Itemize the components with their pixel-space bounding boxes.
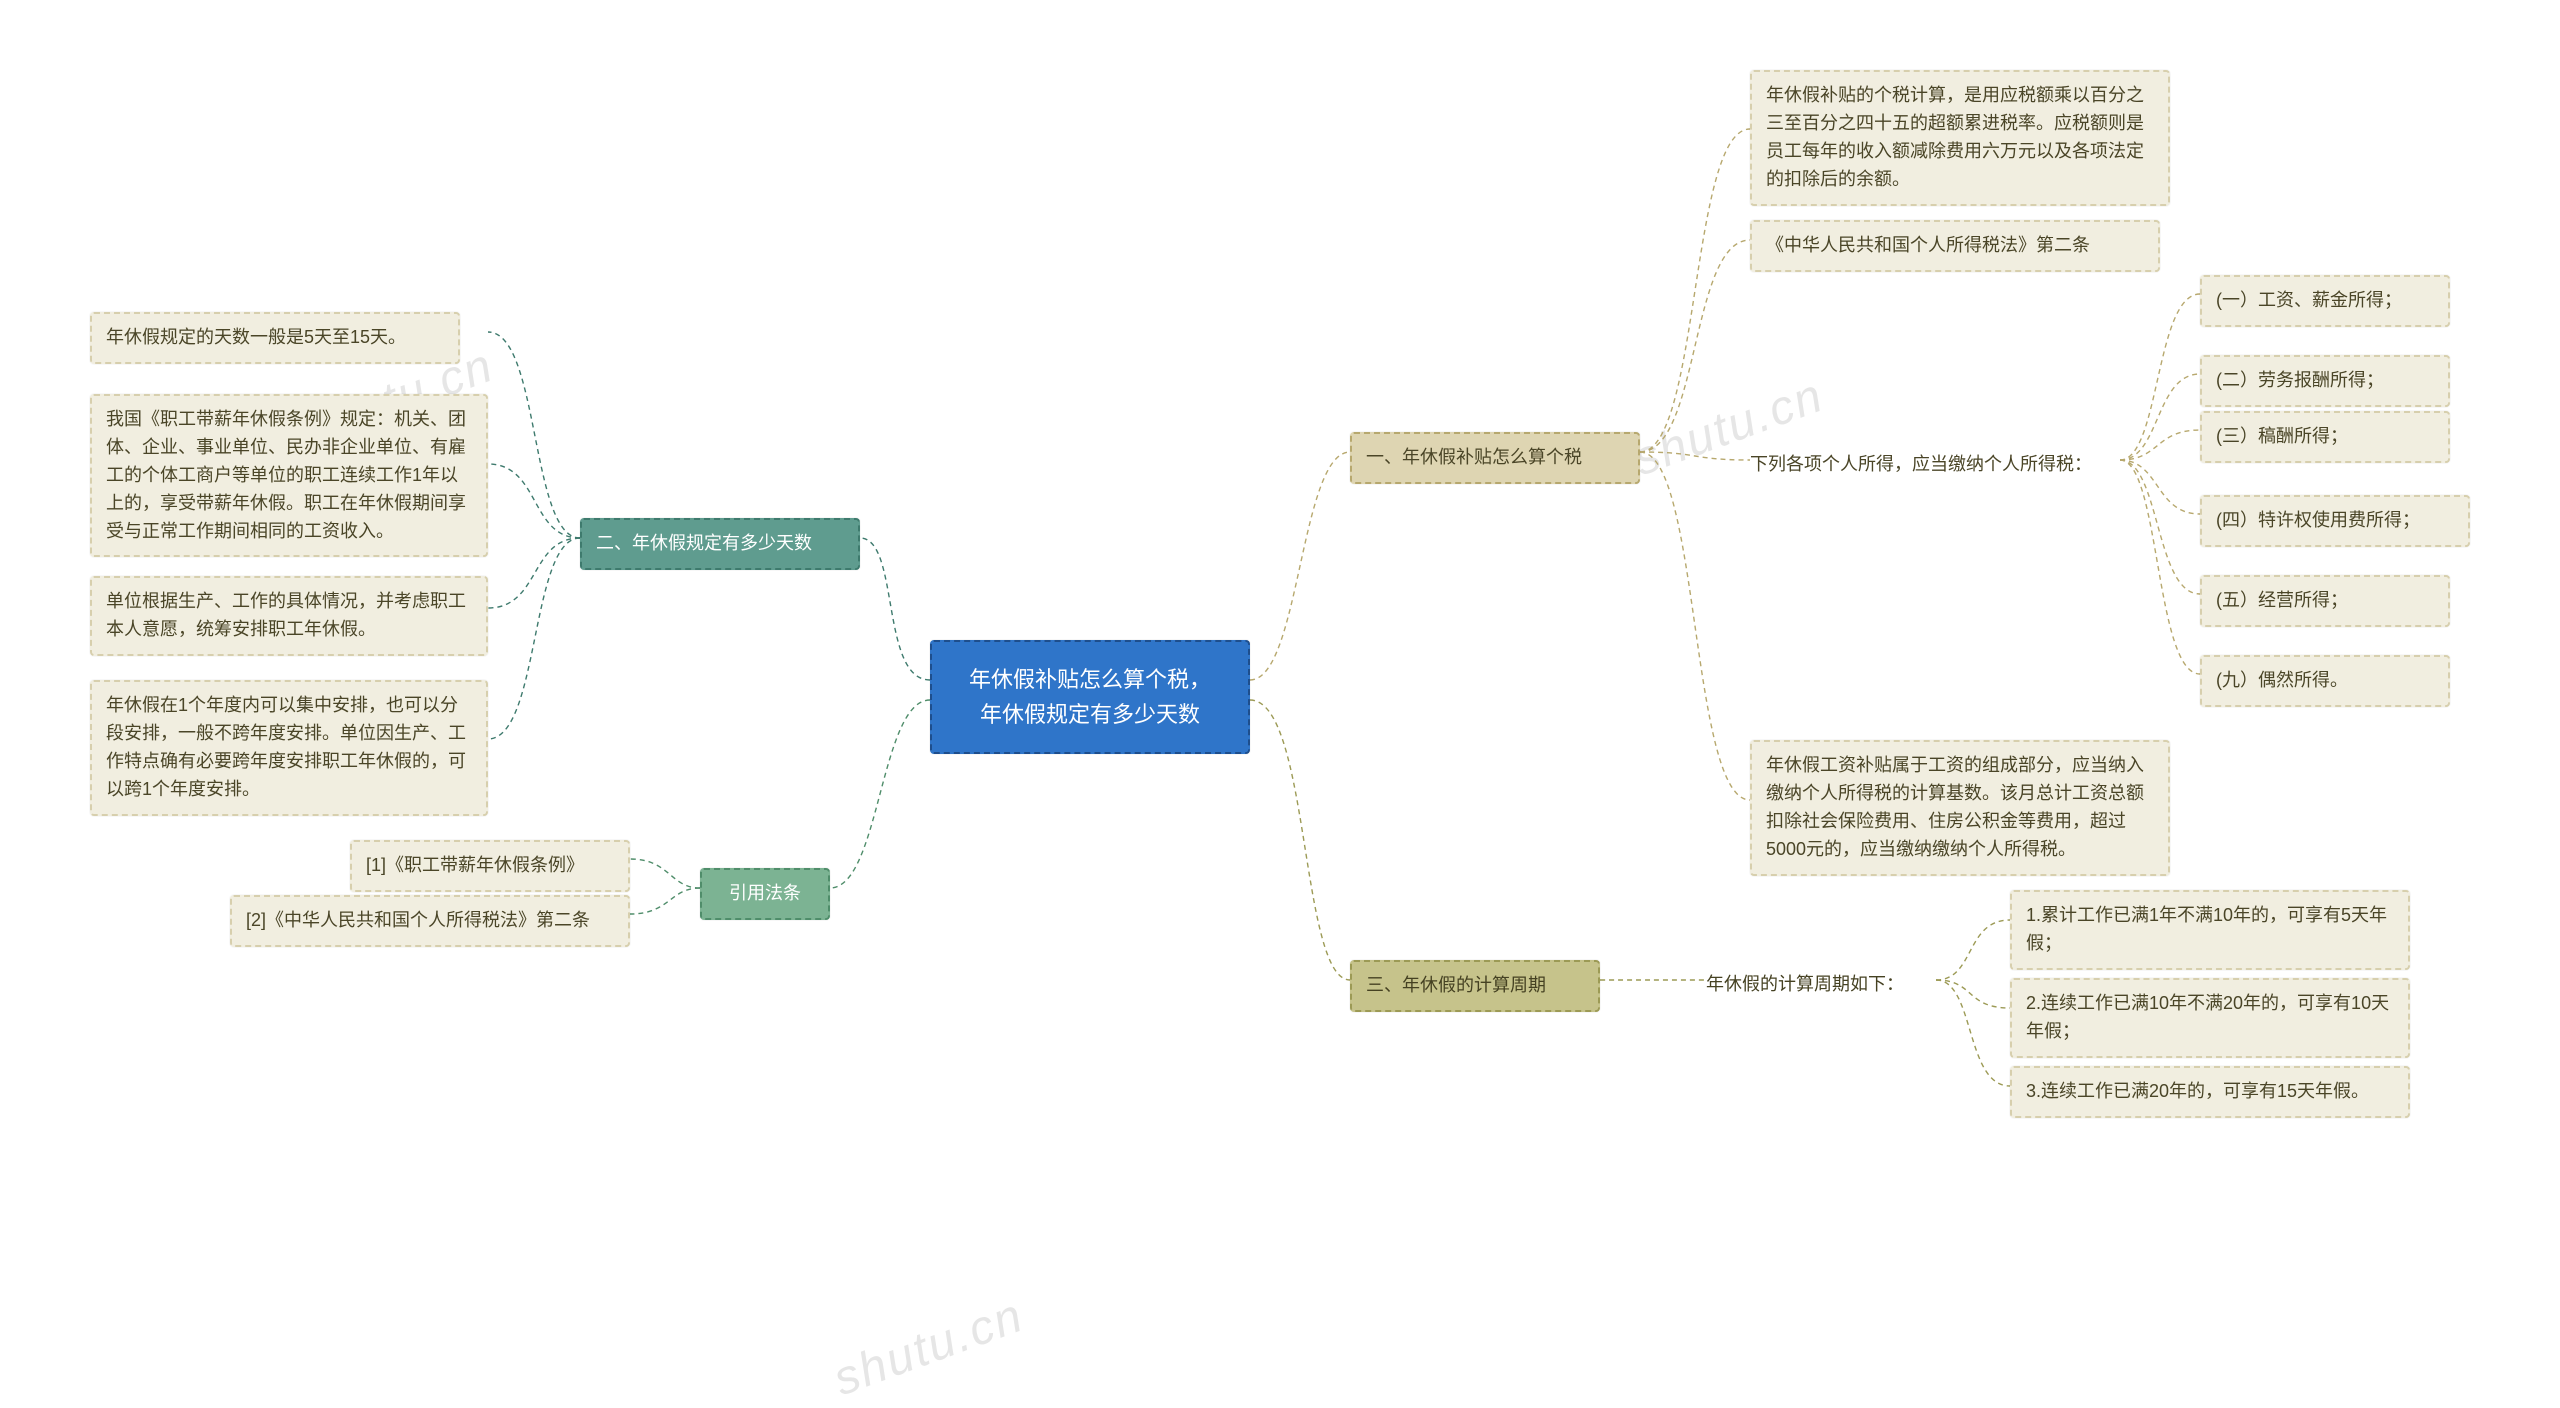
b1-child-0: 年休假补贴的个税计算，是用应税额乘以百分之三至百分之四十五的超额累进税率。应税额… bbox=[1750, 70, 2170, 206]
b2-child-0: 年休假规定的天数一般是5天至15天。 bbox=[90, 312, 460, 364]
b2-child-1: 我国《职工带薪年休假条例》规定：机关、团体、企业、事业单位、民办非企业单位、有雇… bbox=[90, 394, 488, 557]
branch-1-label: 一、年休假补贴怎么算个税 bbox=[1366, 447, 1582, 467]
center-text: 年休假补贴怎么算个税， 年休假规定有多少天数 bbox=[969, 667, 1211, 727]
b1-sub-5: (九）偶然所得。 bbox=[2200, 655, 2450, 707]
leaf-text: (二）劳务报酬所得； bbox=[2216, 370, 2384, 390]
leaf-text: [2]《中华人民共和国个人所得税法》第二条 bbox=[246, 910, 590, 930]
leaf-text: 《中华人民共和国个人所得税法》第二条 bbox=[1766, 235, 2090, 255]
branch-3: 三、年休假的计算周期 bbox=[1350, 960, 1600, 1012]
leaf-text: 单位根据生产、工作的具体情况，并考虑职工本人意愿，统筹安排职工年休假。 bbox=[106, 591, 466, 639]
b1-sub-3: (四）特许权使用费所得； bbox=[2200, 495, 2470, 547]
leaf-text: 年休假的计算周期如下： bbox=[1706, 974, 1904, 994]
branch-1: 一、年休假补贴怎么算个税 bbox=[1350, 432, 1640, 484]
watermark: shutu.cn bbox=[827, 1288, 1031, 1407]
leaf-text: 年休假规定的天数一般是5天至15天。 bbox=[106, 327, 406, 347]
branch-4-label: 引用法条 bbox=[729, 883, 801, 903]
branch-2: 二、年休假规定有多少天数 bbox=[580, 518, 860, 570]
b4-child-0: [1]《职工带薪年休假条例》 bbox=[350, 840, 630, 892]
b1-sub-2: (三）稿酬所得； bbox=[2200, 411, 2450, 463]
b3-sub-1: 2.连续工作已满10年不满20年的，可享有10天年假； bbox=[2010, 978, 2410, 1058]
b1-sub-0: (一）工资、薪金所得； bbox=[2200, 275, 2450, 327]
leaf-text: [1]《职工带薪年休假条例》 bbox=[366, 855, 584, 875]
branch-3-label: 三、年休假的计算周期 bbox=[1366, 975, 1546, 995]
leaf-text: (九）偶然所得。 bbox=[2216, 670, 2348, 690]
b1-sub-4: (五）经营所得； bbox=[2200, 575, 2450, 627]
leaf-text: 2.连续工作已满10年不满20年的，可享有10天年假； bbox=[2026, 993, 2389, 1041]
center-node: 年休假补贴怎么算个税， 年休假规定有多少天数 bbox=[930, 640, 1250, 754]
leaf-text: 年休假工资补贴属于工资的组成部分，应当纳入缴纳个人所得税的计算基数。该月总计工资… bbox=[1766, 755, 2144, 859]
leaf-text: 1.累计工作已满1年不满10年的，可享有5天年假； bbox=[2026, 905, 2387, 953]
leaf-text: (一）工资、薪金所得； bbox=[2216, 290, 2402, 310]
b3-sub-0: 1.累计工作已满1年不满10年的，可享有5天年假； bbox=[2010, 890, 2410, 970]
leaf-text: 年休假补贴的个税计算，是用应税额乘以百分之三至百分之四十五的超额累进税率。应税额… bbox=[1766, 85, 2144, 189]
leaf-text: 年休假在1个年度内可以集中安排，也可以分段安排，一般不跨年度安排。单位因生产、工… bbox=[106, 695, 466, 799]
b3-child-0: 年休假的计算周期如下： bbox=[1706, 970, 1936, 996]
leaf-text: (五）经营所得； bbox=[2216, 590, 2348, 610]
b1-sub-1: (二）劳务报酬所得； bbox=[2200, 355, 2450, 407]
b2-child-2: 单位根据生产、工作的具体情况，并考虑职工本人意愿，统筹安排职工年休假。 bbox=[90, 576, 488, 656]
leaf-text: (三）稿酬所得； bbox=[2216, 426, 2348, 446]
leaf-text: 下列各项个人所得，应当缴纳个人所得税： bbox=[1750, 454, 2092, 474]
leaf-text: (四）特许权使用费所得； bbox=[2216, 510, 2420, 530]
leaf-text: 3.连续工作已满20年的，可享有15天年假。 bbox=[2026, 1081, 2369, 1101]
b2-child-3: 年休假在1个年度内可以集中安排，也可以分段安排，一般不跨年度安排。单位因生产、工… bbox=[90, 680, 488, 816]
b4-child-1: [2]《中华人民共和国个人所得税法》第二条 bbox=[230, 895, 630, 947]
b1-child-3: 年休假工资补贴属于工资的组成部分，应当纳入缴纳个人所得税的计算基数。该月总计工资… bbox=[1750, 740, 2170, 876]
branch-2-label: 二、年休假规定有多少天数 bbox=[596, 533, 812, 553]
b1-child-2: 下列各项个人所得，应当缴纳个人所得税： bbox=[1750, 450, 2120, 476]
branch-4: 引用法条 bbox=[700, 868, 830, 920]
leaf-text: 我国《职工带薪年休假条例》规定：机关、团体、企业、事业单位、民办非企业单位、有雇… bbox=[106, 409, 466, 541]
b1-child-1: 《中华人民共和国个人所得税法》第二条 bbox=[1750, 220, 2160, 272]
b3-sub-2: 3.连续工作已满20年的，可享有15天年假。 bbox=[2010, 1066, 2410, 1118]
